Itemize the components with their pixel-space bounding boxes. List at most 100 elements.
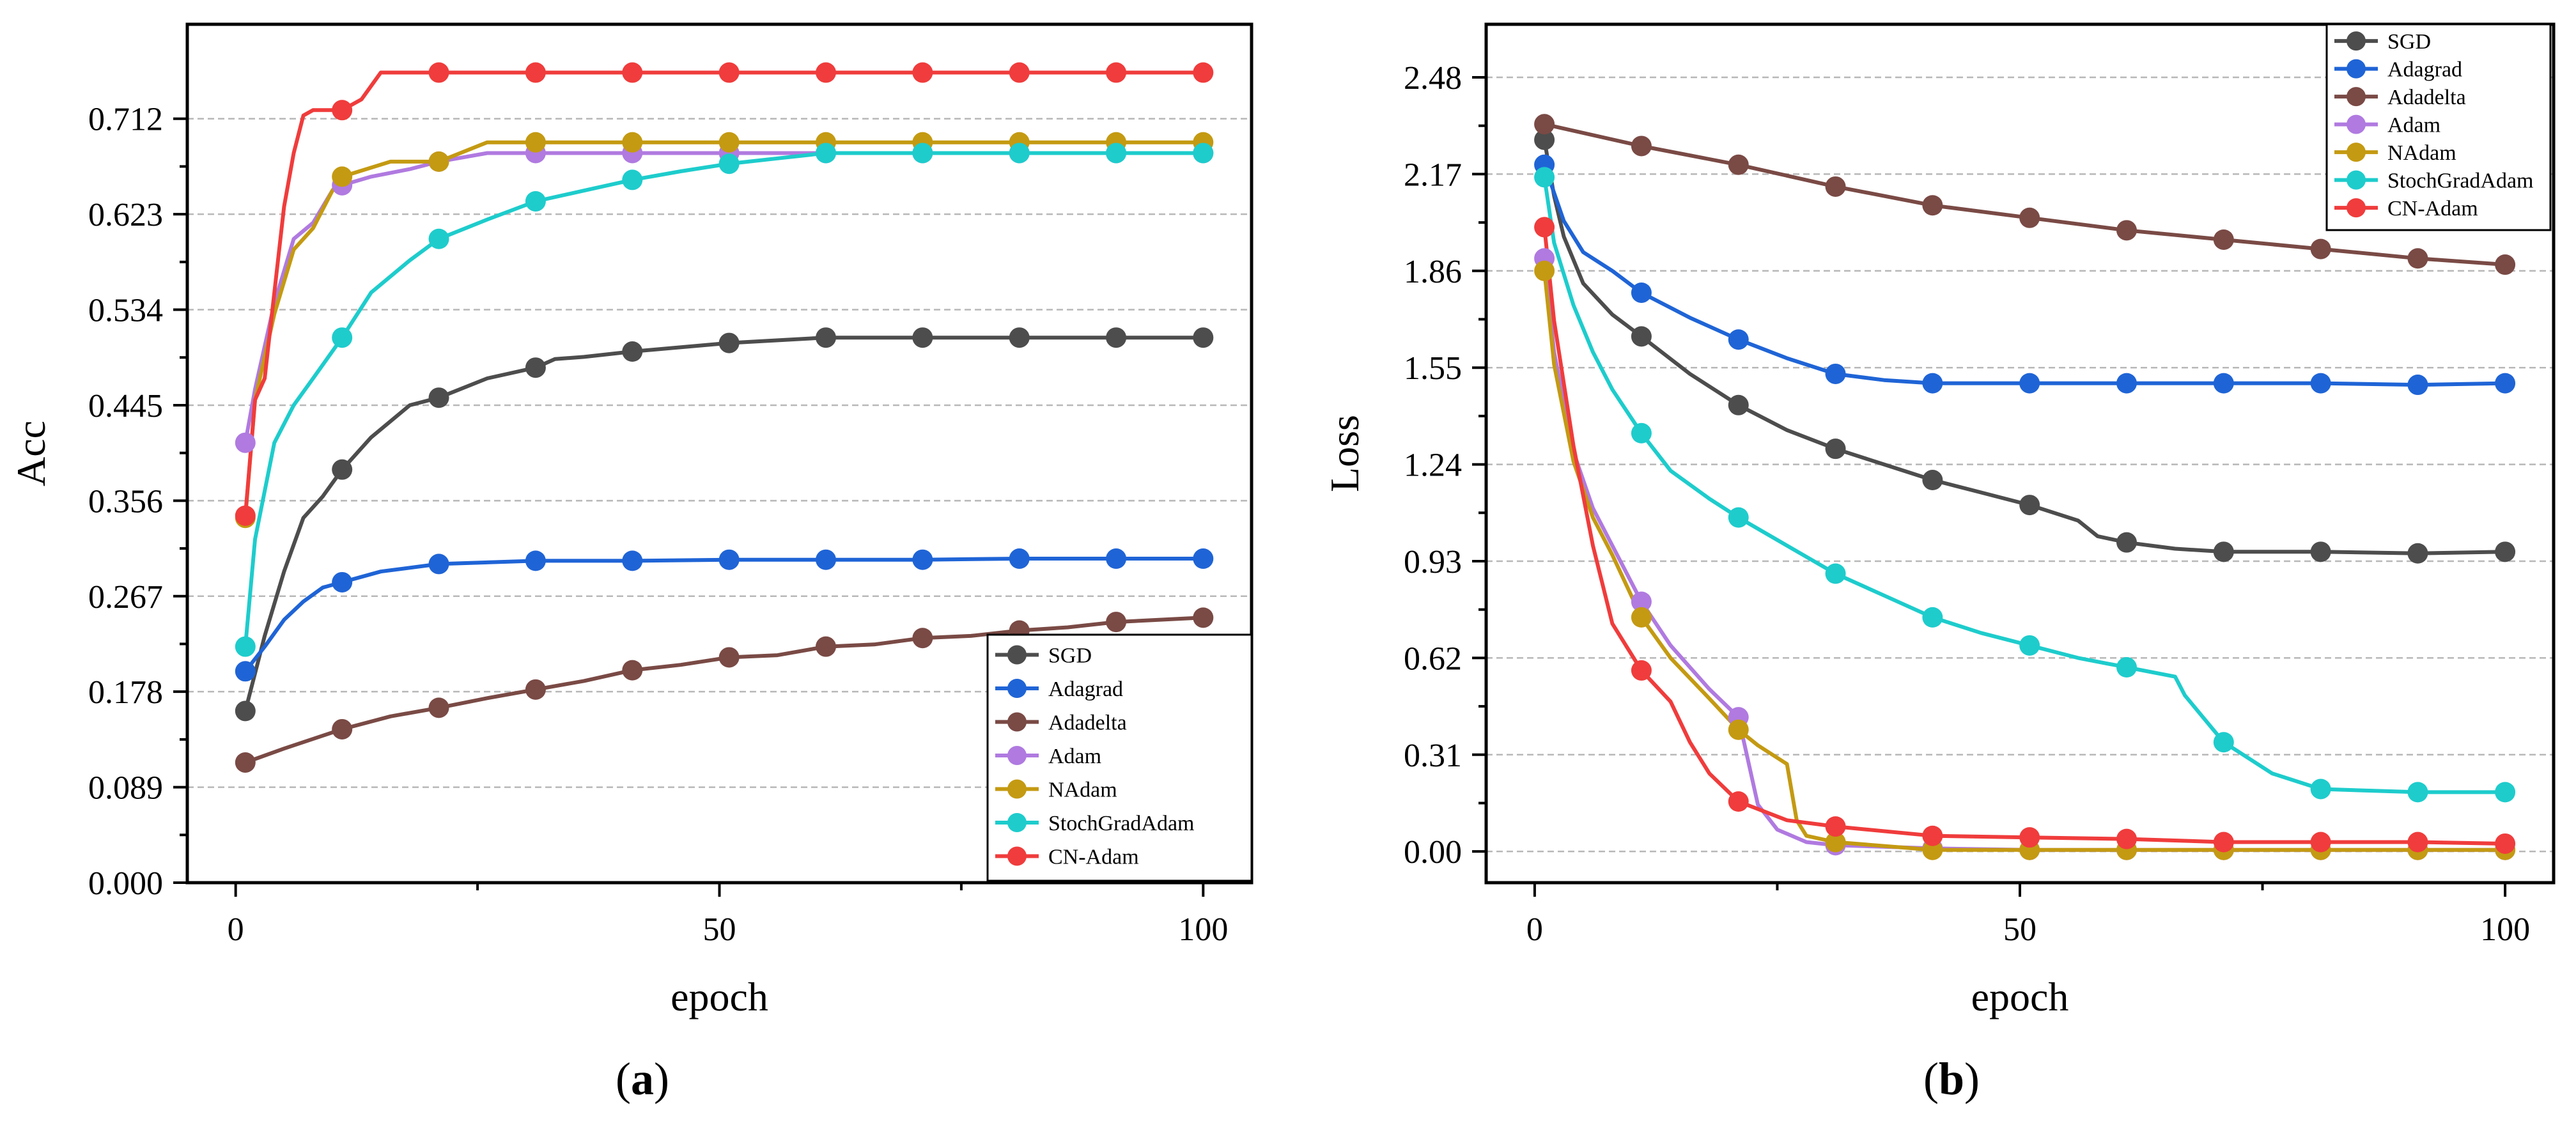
panel-b-series-adagrad-point	[1922, 373, 1943, 394]
panel-a-series-stochgradadam-point	[1009, 143, 1030, 164]
panel-a-series-adadelta-point	[1193, 607, 1214, 628]
panel-b-loss-chart: 0.00 0.31 0.62 0.93 1.24 1.55 1.86 2.17 2.48 0 50 1…	[1322, 22, 2556, 1104]
panel-b-series-nadam-line	[1542, 270, 2506, 852]
panel-b-series-stochgradadam-point	[2213, 732, 2234, 753]
panel-b-series-cn-adam-point	[2213, 832, 2234, 853]
panel-b-legend-cn-adam-label: CN-Adam	[2387, 197, 2478, 221]
panel-a-series-sgd-point	[428, 387, 449, 408]
panel-a-legend-nadam-label: NAdam	[1048, 778, 1117, 802]
panel-a-series-stochgradadam-point	[718, 153, 740, 174]
panel-b-series-nadam-point	[1825, 832, 1846, 853]
panel-b-series-adagrad-point	[1728, 329, 1749, 350]
panel-b-series-cn-adam-point	[1728, 791, 1749, 812]
panel-a-legend-cn-adam-marker	[1007, 846, 1027, 866]
panel-a-series-adagrad-point	[816, 549, 836, 570]
panel-b-x-axis-title: epoch	[1971, 974, 2069, 1019]
panel-a-accuracy-chart: 0.000 0.089 0.178 0.267 0.356 0.445 0.534 0.623…	[8, 22, 1253, 1104]
panel-b-series-stochgradadam-point	[2310, 778, 2331, 800]
panel-b-series-adadelta-point	[1728, 154, 1749, 175]
panel-b-legend-sgd-label: SGD	[2387, 30, 2431, 54]
panel-b-series-cn-adam-point	[1825, 816, 1846, 837]
panel-a-series-nadam-point	[622, 132, 643, 153]
panel-a-series-adadelta-point	[428, 697, 449, 718]
panel-a-legend-adagrad-marker	[1007, 679, 1027, 698]
panel-a-legend-sgd-label: SGD	[1048, 644, 1092, 668]
panel-a-series-stochgradadam-point	[816, 143, 836, 164]
panel-a-legend-adam-marker	[1007, 746, 1027, 765]
panel-b-series-adadelta-point	[2310, 238, 2331, 259]
panel-a-series-cn-adam-line	[243, 70, 1204, 516]
panel-b-series-adadelta-point	[2116, 220, 2137, 241]
panel-b-y-tick-label: 0.93	[1404, 544, 1462, 580]
panel-a-series-nadam-point	[428, 151, 449, 172]
panel-b-series-cn-adam-point	[1631, 660, 1652, 681]
panel-a-series-stochgradadam-point	[428, 228, 449, 249]
panel-a-x-tick-label: 100	[1178, 911, 1228, 948]
panel-a-series-sgd-point	[1193, 327, 1214, 348]
panel-a-series-cn-adam-point	[1009, 62, 1030, 83]
panel-b-series-sgd-point	[1728, 394, 1749, 415]
panel-b-series-adam-point	[1631, 591, 1652, 612]
panel-b-series-sgd-point	[1631, 326, 1652, 347]
panel-b-label: (b)	[1923, 1053, 1980, 1104]
panel-b-series-nadam-point	[1728, 719, 1749, 740]
panel-b-y-tick-label: 2.17	[1404, 157, 1462, 193]
panel-b-y-tick-label: 0.31	[1404, 738, 1462, 774]
panel-b-series-adagrad-point	[2495, 373, 2516, 394]
panel-b-legend-sgd-marker	[2347, 31, 2366, 51]
panel-b-series-cn-adam-line	[1542, 227, 2506, 846]
panel-b-series-cn-adam-point	[2495, 833, 2516, 854]
panel-b-series-sgd-point	[2213, 541, 2234, 562]
panel-a-y-tick-label: 0.178	[88, 674, 163, 711]
panel-b-legend-nadam-label: NAdam	[2387, 141, 2456, 165]
panel-b-series-nadam-point	[1922, 839, 1943, 860]
panel-b-series-stochgradadam-point	[2116, 657, 2137, 678]
panel-b-series-adagrad-point	[1631, 282, 1652, 303]
panel-a-series-sgd-point	[1106, 327, 1127, 348]
panel-b-legend-nadam-marker	[2347, 143, 2366, 162]
panel-b-y-tick-label: 1.55	[1404, 350, 1462, 387]
panel-b-series-stochgradadam-point	[2407, 782, 2428, 803]
panel-a-x-tick-label: 50	[703, 911, 736, 948]
panel-b-series-adagrad-point	[2019, 373, 2040, 394]
panel-b-legend-stochgradadam-label: StochGradAdam	[2387, 169, 2534, 193]
panel-b-y-tick-label: 0.00	[1404, 834, 1462, 871]
panel-a-series-stochgradadam-point	[332, 327, 353, 348]
panel-b-series-adadelta-point	[1922, 195, 1943, 216]
panel-b-legend-cn-adam-marker	[2347, 198, 2366, 218]
panel-b-series-adadelta-point	[1825, 176, 1846, 197]
panel-b-series-cn-adam-point	[2019, 827, 2040, 848]
panel-a-series-adadelta-point	[332, 718, 353, 740]
panel-b-legend-adadelta-marker	[2347, 87, 2366, 107]
panel-a-x-tick-label: 0	[228, 911, 244, 948]
panel-a-label: (a)	[616, 1053, 669, 1104]
panel-b-y-tick-label: 1.86	[1404, 254, 1462, 290]
panel-a-series-adadelta-point	[1106, 612, 1127, 633]
panel-a-series-sgd-point	[912, 327, 933, 348]
panel-a-series-adadelta-point	[235, 752, 256, 773]
panel-a-series-adadelta-point	[525, 679, 546, 700]
panel-a-legend-adadelta-marker	[1007, 712, 1027, 732]
panel-b-series-adagrad-point	[1825, 363, 1846, 384]
panel-a-series-cn-adam-point	[1106, 62, 1127, 83]
panel-a-series-adam-line	[243, 151, 1204, 444]
panel-a-legend-adagrad-label: Adagrad	[1048, 678, 1123, 701]
panel-b-series-cn-adam-point	[1922, 825, 1943, 846]
panel-a-series-adagrad-point	[235, 661, 256, 682]
panel-a-series-cn-adam-point	[912, 62, 933, 83]
panel-b-legend-adam-label: Adam	[2387, 114, 2440, 137]
panel-b-y-tick-label: 2.48	[1404, 60, 1462, 97]
panel-b-y-tick-label: 1.24	[1404, 447, 1462, 484]
panel-a-series-adagrad-point	[912, 549, 933, 570]
panel-b-series-cn-adam-point	[2407, 832, 2428, 853]
panel-b-series-cn-adam-point	[2116, 828, 2137, 849]
panel-a-y-tick-label: 0.267	[88, 579, 163, 616]
panel-b-series-adadelta-point	[2495, 254, 2516, 275]
panel-b-series-adagrad-point	[2213, 373, 2234, 394]
panel-a-series-stochgradadam-point	[525, 190, 546, 212]
panel-a-x-axis-title: epoch	[671, 974, 768, 1019]
panel-a-series-sgd-point	[525, 357, 546, 378]
panel-a-legend-stochgradadam-marker	[1007, 813, 1027, 832]
panel-a-series-stochgradadam-point	[1193, 143, 1214, 164]
panel-a-y-tick-label: 0.089	[88, 770, 163, 807]
